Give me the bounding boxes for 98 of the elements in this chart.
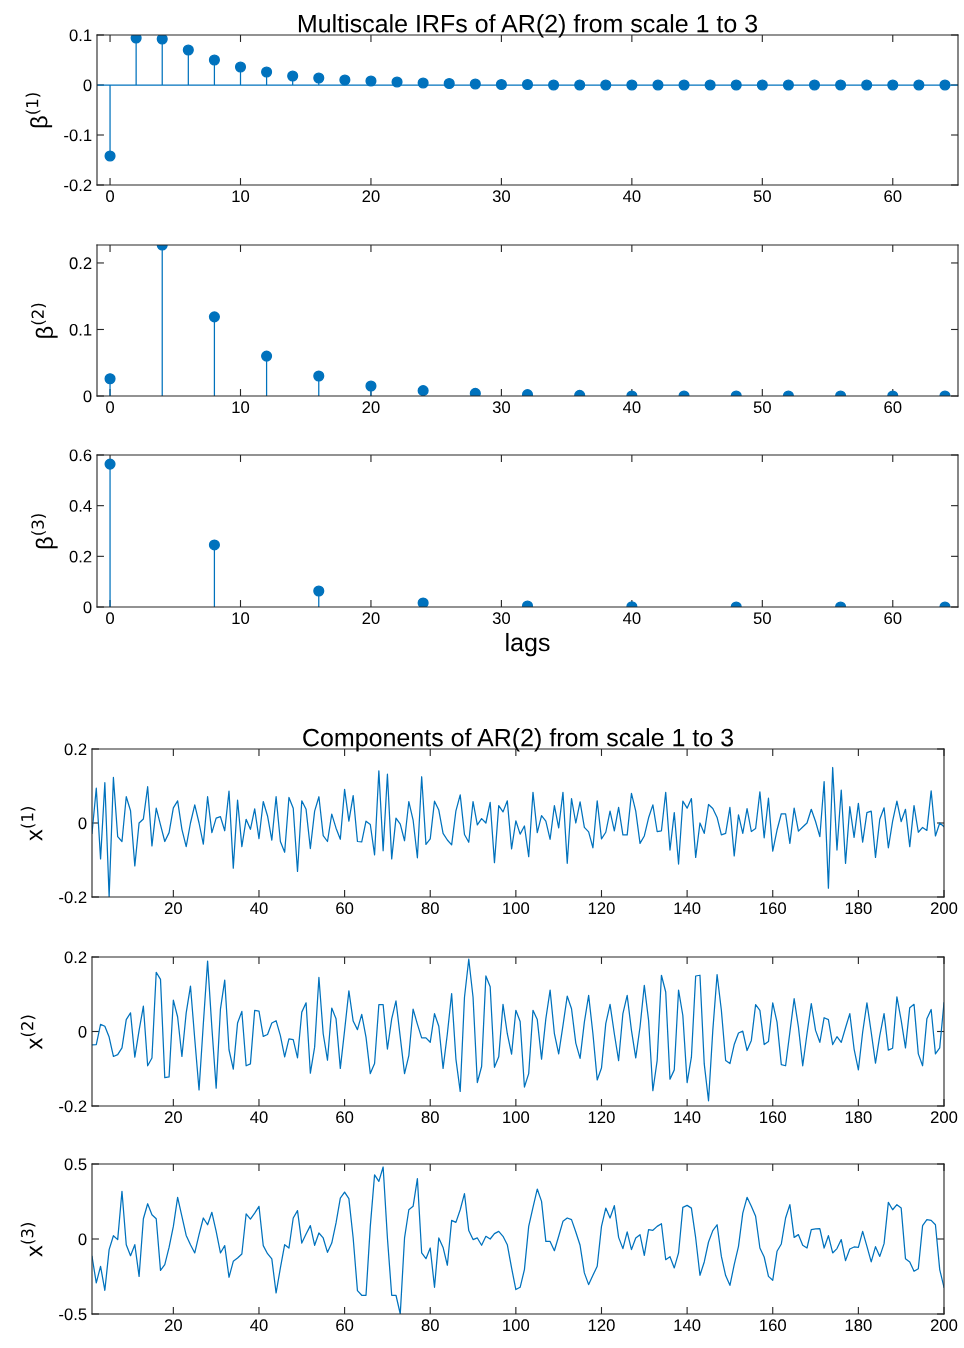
x-tick-label: 50 [753,401,771,414]
x-tick-label: 60 [884,401,902,414]
x-tick-label: 40 [622,612,641,625]
x-tick-label: 10 [232,612,250,625]
x-tick-label: 40 [250,1111,268,1124]
x-tick-label: 120 [588,902,615,915]
x-tick-label: 80 [421,902,439,915]
point [208,539,220,551]
point [417,597,429,607]
y-axis-title: x$^{(3)}$ [20,1223,43,1257]
y-tick-label: 0 [78,817,87,830]
x-tick-label: 180 [845,902,872,915]
x-tick-label: 0 [106,612,115,625]
x-tick-label: 30 [492,190,511,203]
line-series [92,1166,944,1314]
y-tick-label: -0.2 [59,891,87,904]
x-tick-label: 60 [336,902,354,915]
x-tick-label: 160 [760,902,786,915]
x-tick-label: 60 [884,190,902,203]
point [208,311,220,323]
x-tick-label: 100 [503,1319,530,1332]
x-axis-title: lags [506,632,550,657]
y-tick-label: 0.2 [69,257,92,270]
x-tick-label: 10 [232,401,250,414]
x-tick-label: 80 [421,1319,439,1332]
x-tick-label: 10 [232,190,250,203]
point [104,150,116,162]
y-tick-label: -0.2 [64,179,92,192]
y-tick-label: 0 [83,79,92,92]
x-tick-label: 180 [845,1319,872,1332]
y-axis-title: x$^{(1)}$ [20,807,43,841]
point [130,35,142,44]
x-tick-label: 200 [930,902,958,915]
y-tick-label: 0.4 [69,500,92,512]
point [313,370,325,382]
y-tick-label: -0.2 [59,1100,87,1113]
y-tick-label: 0.6 [69,449,92,462]
point [156,35,168,45]
x-tick-label: 60 [336,1111,354,1124]
point [469,387,481,396]
x-tick-label: 140 [674,902,701,915]
point [287,70,299,82]
y-tick-label: 0 [78,1233,87,1246]
y-axis-title: β$^{(2)}$ [31,303,58,338]
x-tick-label: 100 [503,1111,530,1124]
x-tick-label: 20 [164,1319,182,1332]
x-tick-label: 0 [106,401,115,414]
y-tick-label: 0 [83,601,92,614]
y-tick-label: -0.5 [59,1308,87,1321]
x-tick-label: 40 [622,401,641,414]
x-tick-label: 60 [336,1319,354,1332]
point [104,458,116,470]
y-tick-label: 0.5 [64,1158,87,1171]
point [339,74,351,86]
x-tick-label: 40 [250,902,268,915]
x-tick-label: 30 [492,401,511,414]
x-tick-label: 140 [674,1319,701,1332]
x-tick-label: 20 [164,902,182,915]
x-tick-label: 200 [930,1319,958,1332]
y-axis-title: β$^{(3)}$ [31,514,58,549]
point [313,72,325,84]
x-tick-label: 160 [760,1319,786,1332]
x-tick-label: 120 [588,1319,615,1332]
y-tick-label: 0.1 [69,29,92,42]
x-tick-label: 180 [845,1111,872,1124]
y-tick-label: 0 [83,390,92,403]
y-tick-label: 0.2 [69,550,92,563]
x-tick-label: 80 [421,1111,439,1124]
x-tick-label: 20 [362,190,380,203]
point [234,61,247,73]
x-tick-label: 100 [503,902,530,915]
x-tick-label: 20 [362,401,380,414]
y-axis-title: β$^{(1)}$ [25,93,53,128]
x-tick-label: 40 [622,190,641,203]
x-tick-label: 0 [106,190,115,203]
y-axis-title: x$^{(2)}$ [20,1015,43,1050]
chart-title: Multiscale IRFs of AR(2) from scale 1 to 3 [298,14,758,38]
y-tick-label: 0.2 [64,743,87,756]
y-tick-label: -0.1 [64,129,92,142]
x-tick-label: 30 [492,612,511,625]
x-tick-label: 200 [930,1111,958,1124]
x-tick-label: 160 [760,1111,786,1124]
x-tick-label: 50 [753,612,771,625]
point [261,66,273,78]
point [208,54,220,66]
x-tick-label: 50 [753,190,771,203]
point [261,350,273,362]
x-tick-label: 20 [362,612,380,625]
x-tick-label: 20 [164,1111,182,1124]
y-tick-label: 0 [78,1025,87,1038]
chart-title: Components of AR(2) from scale 1 to 3 [303,728,733,752]
y-tick-label: 0.1 [69,323,92,336]
point [182,44,194,56]
x-tick-label: 140 [674,1111,701,1124]
x-tick-label: 120 [588,1111,615,1124]
x-tick-label: 40 [250,1319,268,1332]
y-tick-label: 0.2 [64,951,87,964]
x-tick-label: 60 [884,612,902,625]
